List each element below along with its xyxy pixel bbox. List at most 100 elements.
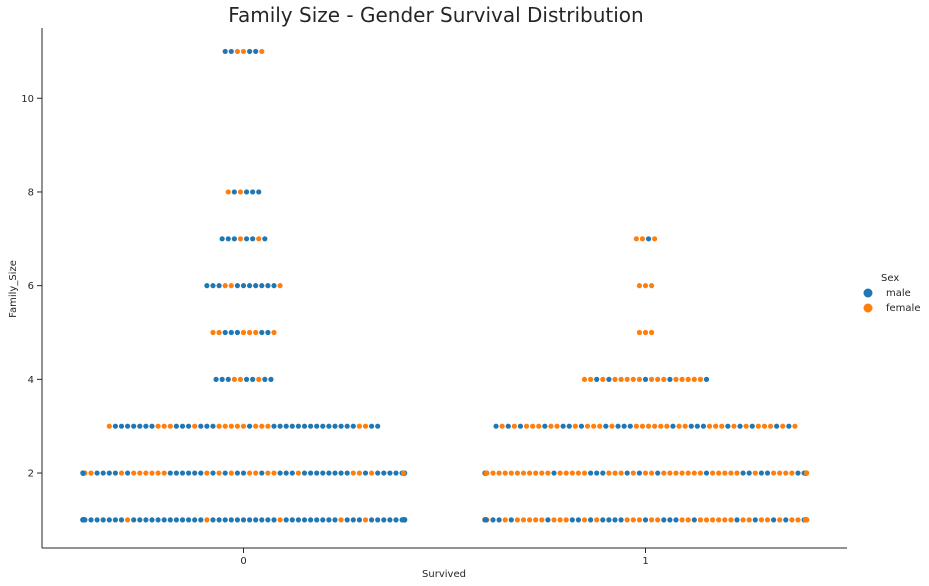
swarm-point-male	[231, 236, 237, 242]
swarm-point-male	[234, 470, 240, 476]
swarm-point-female	[710, 470, 716, 476]
swarm-point-male	[271, 423, 277, 429]
swarm-point-female	[764, 517, 771, 523]
swarm-point-male	[667, 376, 673, 382]
swarm-point-female	[356, 470, 362, 476]
swarm-point-male	[505, 423, 511, 429]
swarm-point-female	[667, 470, 673, 476]
swarm-point-male	[740, 470, 746, 476]
swarm-point-female	[551, 517, 557, 523]
swarm-point-male	[125, 470, 131, 476]
swarm-point-male	[594, 470, 600, 476]
swarm-point-female	[237, 189, 244, 195]
swarm-point-female	[691, 376, 697, 382]
swarm-point-female	[277, 517, 283, 523]
swarm-point-female	[606, 470, 612, 476]
swarm-point-male	[381, 517, 387, 523]
swarm-point-female	[710, 517, 716, 523]
swarm-point-male	[289, 470, 295, 476]
swarm-point-female	[652, 423, 658, 429]
swarm-point-female	[803, 517, 810, 523]
swarm-point-female	[633, 423, 639, 429]
swarm-point-female	[369, 470, 375, 476]
swarm-point-female	[777, 517, 783, 523]
swarm-point-female	[502, 517, 508, 523]
swarm-point-female	[400, 470, 407, 476]
swarm-point-male	[228, 48, 234, 55]
swarm-point-female	[740, 517, 746, 523]
swarm-point-male	[277, 423, 283, 429]
swarm-point-female	[256, 376, 262, 382]
swarm-point-female	[490, 470, 496, 476]
swarm-point-male	[320, 470, 326, 476]
swarm-point-male	[143, 517, 149, 523]
swarm-point-male	[250, 189, 256, 195]
swarm-point-female	[572, 423, 578, 429]
swarm-point-male	[642, 517, 649, 523]
swarm-point-female	[591, 423, 597, 429]
swarm-point-male	[112, 423, 118, 429]
swarm-point-male	[496, 517, 502, 523]
swarm-point-female	[630, 517, 636, 523]
swarm-point-female	[143, 470, 149, 476]
swarm-point-female	[557, 517, 563, 523]
swarm-point-male	[222, 517, 228, 523]
swarm-point-female	[271, 329, 277, 336]
swarm-point-female	[716, 517, 722, 523]
legend-marker-female	[863, 303, 873, 313]
swarm-point-male	[356, 517, 362, 523]
swarm-point-male	[694, 423, 700, 429]
swarm-point-female	[685, 376, 691, 382]
swarm-point-female	[691, 470, 697, 476]
swarm-point-female	[277, 283, 283, 289]
swarm-point-female	[649, 329, 655, 336]
swarm-point-female	[706, 423, 713, 429]
swarm-point-female	[514, 470, 521, 476]
swarm-point-female	[584, 423, 591, 429]
swarm-point-male	[240, 517, 247, 523]
swarm-point-male	[289, 423, 295, 429]
y-tick-label: 10	[21, 94, 34, 105]
swarm-point-female	[658, 423, 664, 429]
swarm-point-female	[161, 423, 167, 429]
swarm-point-male	[314, 517, 320, 523]
swarm-point-male	[268, 376, 274, 382]
swarm-point-male	[192, 470, 198, 476]
swarm-point-male	[393, 517, 399, 523]
swarm-point-male	[234, 329, 240, 336]
swarm-point-female	[362, 423, 369, 429]
swarm-point-female	[679, 517, 685, 523]
swarm-point-male	[125, 423, 131, 429]
swarm-point-male	[600, 470, 606, 476]
y-tick-label: 6	[28, 281, 34, 292]
swarm-point-male	[210, 283, 216, 289]
swarm-point-male	[393, 470, 399, 476]
swarm-point-male	[222, 329, 228, 336]
swarm-point-male	[338, 423, 344, 429]
swarm-point-female	[746, 517, 752, 523]
swarm-point-female	[655, 517, 661, 523]
swarm-point-female	[789, 517, 795, 523]
swarm-point-female	[520, 517, 527, 523]
swarm-point-male	[231, 189, 237, 195]
swarm-point-male	[94, 517, 100, 523]
swarm-point-female	[554, 423, 560, 429]
swarm-point-female	[533, 517, 539, 523]
swarm-point-male	[131, 517, 137, 523]
swarm-point-male	[198, 423, 204, 429]
swarm-point-female	[594, 517, 600, 523]
swarm-point-male	[301, 423, 308, 429]
swarm-point-female	[624, 517, 630, 523]
swarm-point-female	[655, 376, 661, 382]
swarm-point-male	[542, 423, 548, 429]
swarm-point-male	[308, 517, 314, 523]
swarm-point-male	[253, 283, 259, 289]
swarm-point-female	[597, 423, 603, 429]
swarm-point-male	[636, 470, 643, 476]
swarm-point-female	[530, 423, 536, 429]
swarm-point-male	[219, 236, 225, 242]
swarm-point-male	[259, 517, 265, 523]
y-tick-label: 2	[28, 469, 34, 480]
swarm-point-male	[483, 517, 489, 523]
